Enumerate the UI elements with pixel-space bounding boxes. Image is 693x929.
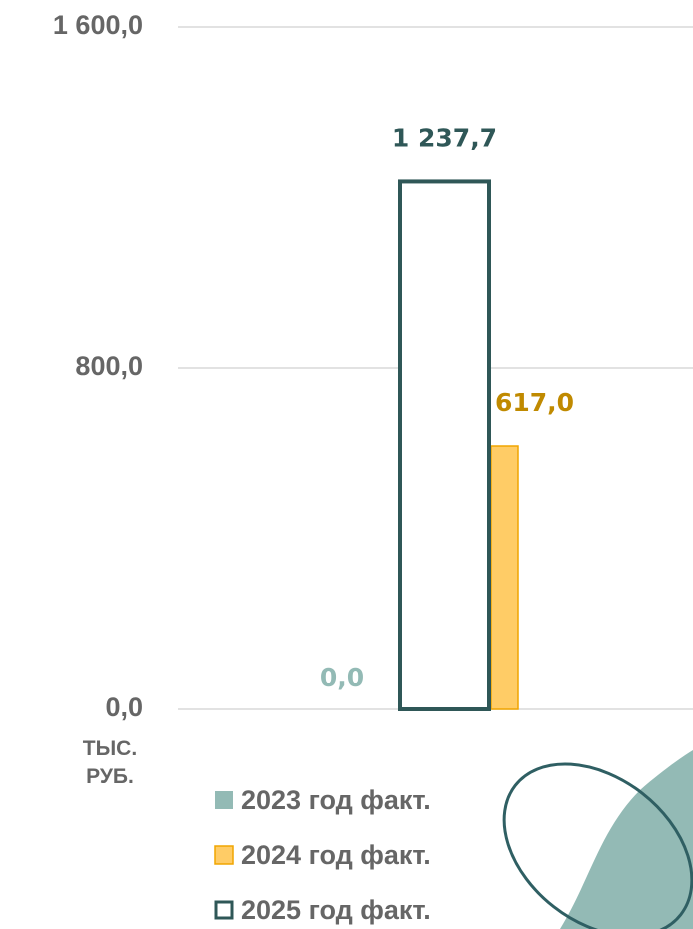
value-label: 1 237,7 — [392, 123, 497, 152]
y-tick-label: 0,0 — [105, 692, 143, 722]
legend-label: 2025 год факт. — [241, 895, 431, 925]
legend-marker — [214, 845, 234, 865]
y-tick-label: 1 600,0 — [53, 10, 143, 40]
legend-label: 2024 год факт. — [241, 840, 431, 870]
value-label: 0,0 — [320, 663, 364, 692]
legend-marker — [214, 900, 234, 920]
bar — [398, 179, 491, 712]
legend-label: 2023 год факт. — [241, 785, 431, 815]
value-label: 617,0 — [495, 388, 574, 417]
bar — [490, 445, 519, 710]
decoration-ring — [502, 762, 693, 929]
legend-marker — [215, 791, 233, 809]
decoration — [560, 750, 693, 929]
y-tick-label: 800,0 — [75, 351, 143, 381]
y-axis-label: ТЫС. РУБ. — [82, 737, 138, 788]
